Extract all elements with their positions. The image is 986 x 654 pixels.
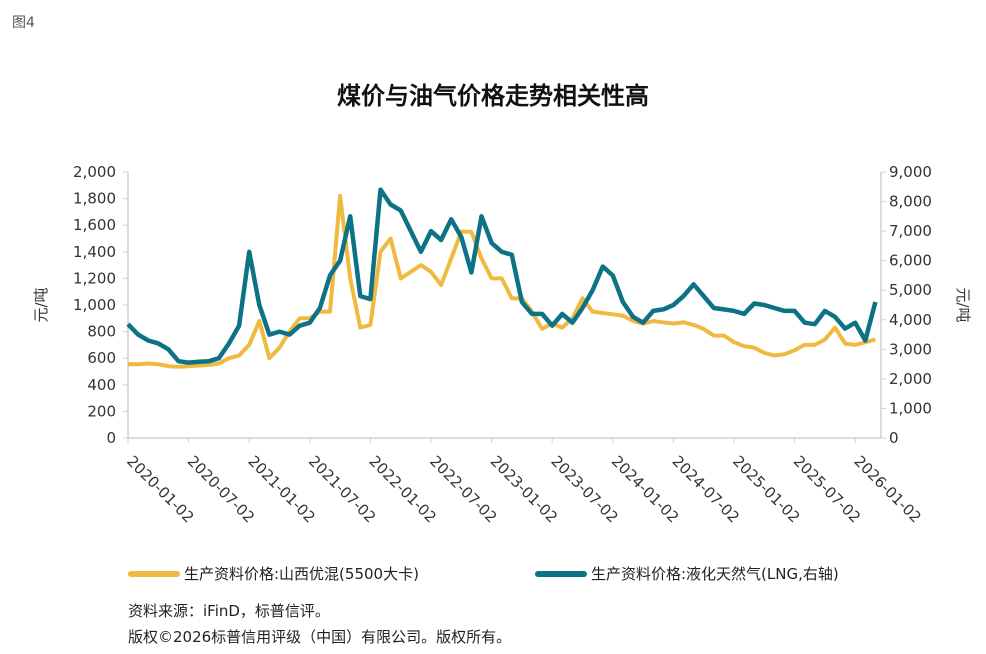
y-tick-label: 1,800 [73, 190, 116, 208]
y-tick-label: 800 [87, 323, 116, 341]
chart-title: 煤价与油气价格走势相关性高 [337, 82, 649, 110]
series-line-lng [126, 187, 878, 365]
y-tick-label: 1,200 [73, 269, 116, 287]
y-tick-label: 0 [106, 429, 116, 447]
y-tick-label: 1,400 [73, 243, 116, 261]
y-tick-label: 1,000 [73, 296, 116, 314]
legend-swatch-lng [535, 570, 587, 577]
y-tick-label: 200 [87, 402, 116, 420]
legend-item-lng: 生产资料价格:液化天然气(LNG,右轴) [535, 563, 839, 584]
y2-tick-label: 4,000 [889, 311, 932, 329]
legend-label-coal: 生产资料价格:山西优混(5500大卡) [184, 565, 419, 583]
source-note: 资料来源：iFinD，标普信评。 [128, 602, 330, 620]
legend-label-lng: 生产资料价格:液化天然气(LNG,右轴) [591, 565, 839, 583]
y2-tick-label: 1,000 [889, 399, 932, 417]
y2-tick-label: 6,000 [889, 252, 932, 270]
y-axis-label: 元/吨 [32, 287, 50, 322]
y2-tick-label: 5,000 [889, 281, 932, 299]
series-line-coal [128, 193, 876, 369]
y2-tick-label: 2,000 [889, 370, 932, 388]
y-tick-label: 2,000 [73, 163, 116, 181]
y-tick-label: 400 [87, 376, 116, 394]
copyright-note: 版权©2026标普信用评级（中国）有限公司。版权所有。 [128, 628, 512, 646]
y2-tick-label: 8,000 [889, 193, 932, 211]
y2-tick-label: 9,000 [889, 163, 932, 181]
y2-tick-label: 7,000 [889, 222, 932, 240]
y2-tick-label: 0 [889, 429, 899, 447]
y2-tick-label: 3,000 [889, 340, 932, 358]
figure-label: 图4 [12, 15, 35, 31]
y2-axis-label: 元/吨 [954, 287, 972, 322]
legend-swatch-coal [128, 570, 180, 577]
legend-item-coal: 生产资料价格:山西优混(5500大卡) [128, 563, 419, 584]
y-tick-label: 600 [87, 349, 116, 367]
y-tick-label: 1,600 [73, 216, 116, 234]
